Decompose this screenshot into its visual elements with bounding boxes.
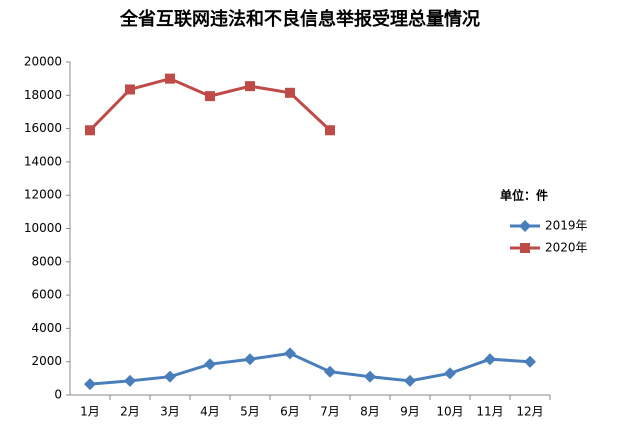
data-point	[85, 125, 95, 136]
chart-title: 全省互联网违法和不良信息举报受理总量情况	[119, 8, 480, 30]
y-tick-label: 6000	[31, 288, 62, 302]
data-point	[285, 87, 295, 98]
legend-label: 2020年	[545, 241, 588, 255]
x-tick-label: 1月	[80, 405, 100, 419]
data-point	[245, 81, 255, 92]
data-point	[484, 353, 496, 366]
data-point	[284, 347, 296, 360]
x-tick-label: 8月	[360, 405, 380, 419]
y-tick-label: 8000	[31, 254, 62, 268]
x-tick-label: 6月	[280, 405, 300, 419]
x-tick-label: 11月	[476, 405, 503, 419]
y-tick-label: 14000	[24, 154, 62, 168]
data-point	[164, 370, 176, 383]
y-tick-label: 18000	[24, 88, 62, 102]
y-tick-label: 10000	[24, 221, 62, 235]
data-point	[404, 374, 416, 387]
legend-marker	[520, 243, 530, 253]
y-tick-label: 0	[54, 388, 62, 402]
x-tick-label: 10月	[436, 405, 463, 419]
legend-marker	[519, 220, 531, 232]
x-tick-label: 12月	[516, 405, 543, 419]
data-point	[205, 91, 215, 102]
data-point	[125, 84, 135, 95]
x-tick-label: 4月	[200, 405, 220, 419]
y-tick-label: 12000	[24, 188, 62, 202]
x-tick-label: 9月	[400, 405, 420, 419]
y-tick-label: 2000	[31, 354, 62, 368]
x-tick-label: 5月	[240, 405, 260, 419]
data-point	[84, 378, 96, 391]
data-point	[165, 73, 175, 84]
data-point	[124, 374, 136, 387]
data-point	[325, 125, 335, 136]
x-tick-label: 7月	[320, 405, 340, 419]
x-tick-label: 2月	[120, 405, 140, 419]
legend-label: 2019年	[545, 219, 588, 233]
data-point	[524, 355, 536, 368]
y-tick-label: 20000	[24, 55, 62, 69]
unit-label: 单位：件	[500, 188, 548, 203]
data-point	[444, 367, 456, 380]
y-tick-label: 16000	[24, 121, 62, 135]
data-point	[364, 370, 376, 383]
data-point	[244, 353, 256, 366]
x-tick-label: 3月	[160, 405, 180, 419]
y-tick-label: 4000	[31, 321, 62, 335]
data-point	[204, 358, 216, 371]
series-line	[89, 351, 531, 386]
data-point	[324, 365, 336, 378]
